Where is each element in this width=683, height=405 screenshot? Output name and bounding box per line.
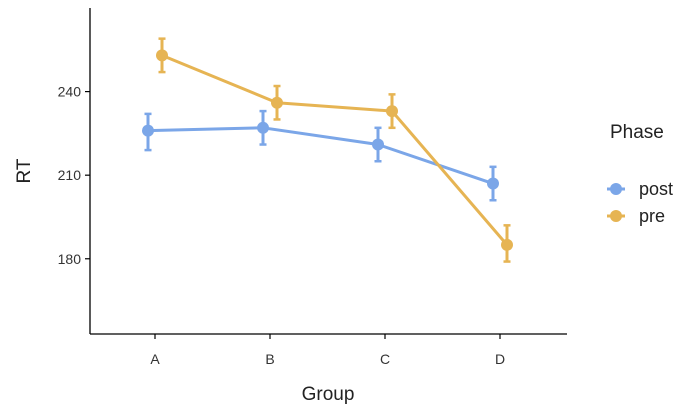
data-point — [257, 121, 269, 134]
x-tick-label: C — [380, 351, 390, 367]
y-tick-label: 240 — [58, 84, 82, 100]
axes — [89, 8, 567, 335]
series-layer — [142, 37, 513, 263]
data-point — [501, 238, 513, 251]
data-point — [386, 105, 398, 118]
x-axis-title: Group — [302, 384, 355, 405]
data-point — [372, 138, 384, 151]
legend-key-point — [610, 210, 622, 222]
legend-label: post — [639, 179, 673, 199]
legend-key-point — [610, 183, 622, 195]
x-tick-label: B — [265, 351, 274, 367]
y-ticks: 180 210 240 — [58, 84, 90, 267]
legend: Phase post pre — [607, 122, 673, 226]
x-ticks: A B C D — [150, 334, 505, 367]
y-tick-label: 210 — [58, 167, 82, 183]
legend-item-pre: pre — [607, 206, 665, 226]
series-line-pre — [161, 53, 509, 246]
x-tick-label: A — [150, 351, 160, 367]
x-tick-label: D — [495, 351, 505, 367]
data-point — [271, 96, 283, 109]
data-point — [156, 49, 168, 62]
series-line-post — [147, 126, 494, 185]
y-tick-label: 180 — [58, 251, 82, 267]
legend-items: post pre — [607, 179, 673, 226]
data-point — [142, 124, 154, 137]
legend-title: Phase — [610, 122, 664, 143]
y-axis-title: RT — [14, 158, 35, 183]
data-point — [487, 177, 499, 190]
legend-label: pre — [639, 206, 665, 226]
series-post — [142, 109, 499, 202]
series-pre — [156, 37, 513, 263]
legend-item-post: post — [607, 179, 673, 199]
